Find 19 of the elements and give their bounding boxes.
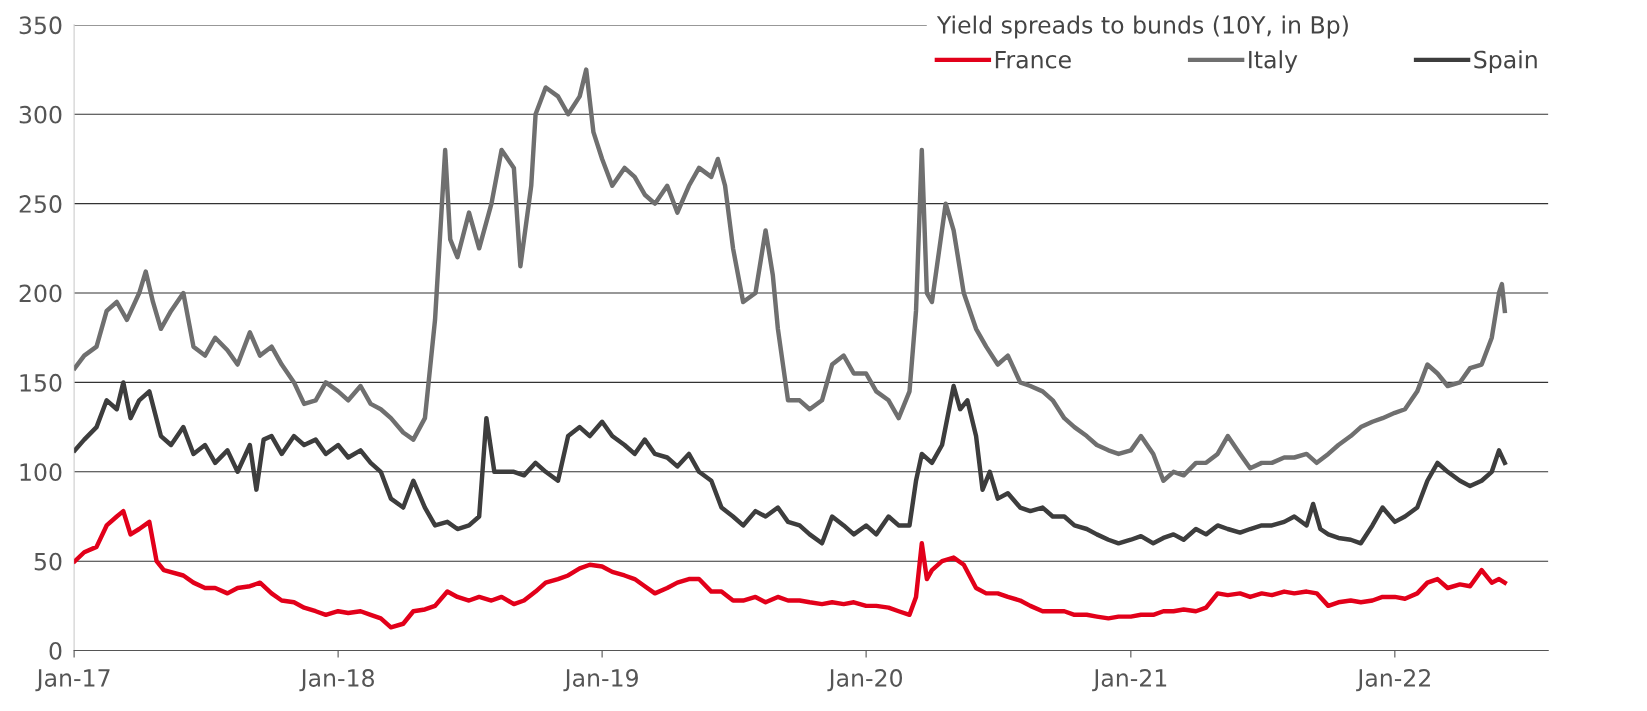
legend-title: Yield spreads to bunds (10Y, in Bp)	[936, 15, 1348, 39]
x-tick-label: Jan-20	[827, 669, 903, 692]
y-tick-label: 100	[20, 463, 62, 482]
y-tick-label: 350	[19, 16, 62, 35]
y-tick-label: 150	[20, 373, 62, 392]
legend-label: Italy	[1249, 50, 1298, 74]
line-series	[74, 508, 1507, 630]
legend-label: France	[995, 50, 1071, 69]
y-tick-label: 0	[49, 642, 62, 660]
y-tick-label: 50	[34, 552, 62, 571]
x-tick-label: Jan-21	[1092, 669, 1167, 692]
x-tick-label: Jan-18	[299, 669, 374, 692]
x-tick-label: Jan-19	[563, 669, 638, 692]
x-tick-label: Jan-17	[35, 669, 110, 692]
y-tick-label: 200	[19, 284, 62, 303]
legend-label: Spain	[1474, 50, 1537, 74]
y-tick-label: 250	[19, 195, 62, 213]
y-tick-label: 300	[19, 105, 62, 124]
x-tick-label: Jan-22	[1356, 669, 1430, 692]
